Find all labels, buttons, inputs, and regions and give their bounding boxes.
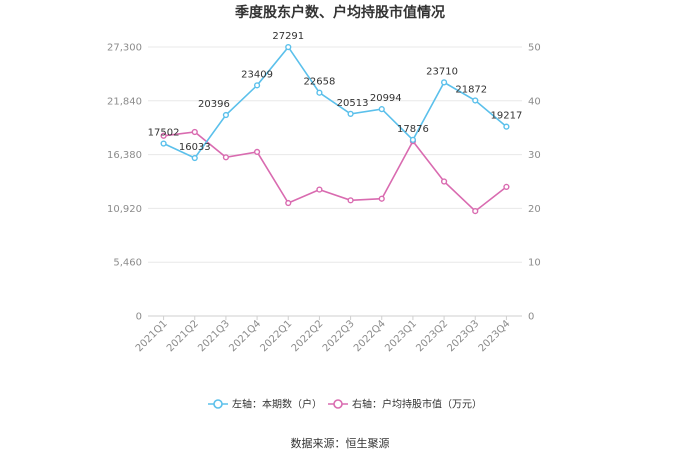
data-point [503,183,510,190]
series-line [163,45,507,160]
data-point [285,43,292,51]
x-tick-label: 2023Q2 [414,318,450,354]
right-tick-label: 30 [528,150,541,161]
x-tick-label: 2021Q1 [134,318,170,354]
legend-marker [333,399,343,409]
data-point [253,82,261,89]
data-source: 数据来源：恒生聚源 [291,436,390,450]
data-point [160,140,167,147]
data-point [285,199,292,207]
right-tick-label: 0 [528,312,534,323]
legend-label: 右轴：户均持股市值（万元） [352,398,482,411]
data-point [409,136,417,143]
left-tick-label: 10,920 [107,204,142,215]
x-tick-label: 2022Q2 [290,318,326,354]
chart-title: 季度股东户数、户均持股市值情况 [234,4,445,21]
x-axis-ticks: 2021Q12021Q22021Q32021Q42022Q12022Q22022… [134,316,513,354]
data-point [472,97,479,104]
x-tick-label: 2023Q3 [446,318,482,354]
data-label: 20994 [370,93,402,104]
x-tick-label: 2021Q2 [165,318,201,354]
data-label: 17502 [148,128,180,139]
data-label: 21872 [455,84,487,95]
data-point [347,197,354,204]
data-label: 20513 [337,98,369,109]
x-tick-label: 2023Q1 [383,318,419,354]
right-tick-label: 50 [528,43,541,54]
data-label: 17876 [397,124,429,135]
data-point [253,148,261,156]
data-label: 20396 [198,99,230,110]
right-tick-label: 20 [528,204,541,215]
left-tick-label: 27,300 [107,43,142,54]
x-tick-label: 2023Q4 [477,318,513,354]
x-tick-label: 2021Q4 [227,318,263,354]
data-point [440,178,448,185]
data-point [440,79,448,86]
data-point [472,207,479,215]
legend-item: 左轴：本期数（户） [208,398,322,411]
legend-item: 右轴：户均持股市值（万元） [328,398,482,411]
left-tick-label: 0 [136,312,142,323]
data-point [222,154,230,161]
data-label: 22658 [304,77,336,88]
data-point [160,132,167,139]
right-axis-ticks: 0 10 20 30 40 50 [528,43,541,323]
left-tick-label: 16,380 [107,150,142,161]
data-point [347,110,354,117]
left-axis-ticks: 0 5,460 10,920 16,380 21,840 27,300 [107,43,142,323]
data-point [191,128,198,136]
right-tick-label: 10 [528,258,541,269]
data-label: 23710 [426,66,458,77]
data-point [191,154,198,162]
x-tick-label: 2022Q4 [352,318,388,354]
data-label: 16033 [179,142,211,153]
left-tick-label: 21,840 [107,96,142,107]
data-point [316,186,323,193]
data-point [503,123,510,130]
series-line [163,131,507,213]
left-tick-label: 5,460 [113,258,142,269]
right-tick-label: 40 [528,96,541,107]
data-point [222,111,230,119]
legend: 左轴：本期数（户） 右轴：户均持股市值（万元） [208,398,482,411]
x-tick-label: 2022Q3 [321,318,357,354]
data-point [378,106,385,113]
x-tick-label: 2022Q1 [259,318,295,354]
legend-marker [213,399,223,409]
series-right-value [160,128,510,215]
data-point [316,89,323,96]
x-tick-label: 2021Q3 [196,318,232,354]
data-label: 19217 [491,111,523,122]
data-point [378,195,385,202]
data-label: 27291 [272,31,304,42]
legend-label: 左轴：本期数（户） [232,398,322,411]
data-label: 23409 [241,69,273,80]
grid-layer [148,46,522,317]
